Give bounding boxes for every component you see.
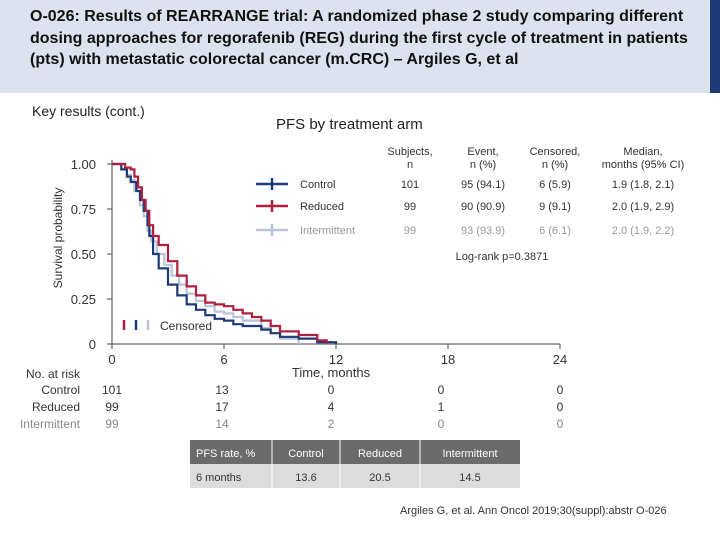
legend-cell: 101 <box>401 179 419 191</box>
pfs-table-row-bg <box>190 464 520 488</box>
risk-cell: 99 <box>105 400 119 414</box>
pfs-table-row-label: 6 months <box>196 472 242 484</box>
logrank-label: Log-rank p=0.3871 <box>456 251 549 263</box>
page-title: O-026: Results of REARRANGE trial: A ran… <box>30 8 688 68</box>
legend-cell: 6 (5.9) <box>539 179 571 191</box>
x-tick-label: 18 <box>441 352 455 367</box>
risk-cell: 101 <box>102 383 122 397</box>
pfs-table-cell: 13.6 <box>295 472 316 484</box>
pfs-table-header: Control <box>288 448 323 460</box>
legend-col-header: n (%) <box>542 159 568 171</box>
risk-cell: 0 <box>328 383 335 397</box>
x-tick-label: 12 <box>329 352 343 367</box>
x-tick-label: 24 <box>553 352 567 367</box>
pfs-table-cell: 14.5 <box>459 472 480 484</box>
risk-cell: 0 <box>438 417 445 431</box>
pfs-table-cell: 20.5 <box>369 472 390 484</box>
header-banner <box>0 0 720 93</box>
legend-col-header: Subjects, <box>387 146 432 158</box>
legend-cell: 90 (90.9) <box>461 201 505 213</box>
legend-col-header: Median, <box>623 146 662 158</box>
risk-cell: 17 <box>215 400 229 414</box>
risk-cell: 1 <box>438 400 445 414</box>
risk-cell: 14 <box>215 417 229 431</box>
y-tick-label: 1.00 <box>71 157 96 172</box>
section-subheading: Key results (cont.) <box>32 103 145 119</box>
risk-cell: 0 <box>438 383 445 397</box>
y-tick-label: 0.25 <box>71 292 96 307</box>
risk-cell: 2 <box>328 417 335 431</box>
censored-legend-label: Censored <box>160 319 212 333</box>
legend-cell: 9 (9.1) <box>539 201 571 213</box>
y-axis-label: Survival probability <box>51 188 65 289</box>
legend-col-header: n <box>407 159 413 171</box>
x-axis-label: Time, months <box>292 365 371 380</box>
legend-cell: 95 (94.1) <box>461 179 505 191</box>
x-tick-label: 0 <box>108 352 115 367</box>
risk-row-label: Intermittent <box>20 417 81 431</box>
risk-cell: 13 <box>215 383 229 397</box>
pfs-table-header: PFS rate, % <box>196 448 256 460</box>
risk-row-label: Reduced <box>32 400 80 414</box>
risk-cell: 0 <box>557 400 564 414</box>
risk-cell: 99 <box>105 417 119 431</box>
legend-cell: 2.0 (1.9, 2.2) <box>612 225 674 237</box>
legend-cell: 99 <box>404 225 416 237</box>
pfs-table-header: Reduced <box>358 448 402 460</box>
km-curve-control <box>112 162 338 344</box>
chart-title: PFS by treatment arm <box>276 116 423 133</box>
legend-cell: 93 (93.9) <box>461 225 505 237</box>
header-accent-bar <box>710 0 720 93</box>
risk-cell: 4 <box>328 400 335 414</box>
legend-cell: 99 <box>404 201 416 213</box>
legend-cell: 1.9 (1.8, 2.1) <box>612 179 674 191</box>
risk-cell: 0 <box>557 417 564 431</box>
legend-col-header: Censored, <box>530 146 581 158</box>
risk-cell: 0 <box>557 383 564 397</box>
pfs-table-header-bg <box>190 440 520 464</box>
legend-series-name: Intermittent <box>300 225 355 237</box>
legend-col-header: Event, <box>467 146 498 158</box>
source-citation: Argiles G, et al. Ann Oncol 2019;30(supp… <box>400 505 667 517</box>
y-tick-label: 0 <box>89 337 96 352</box>
legend-col-header: n (%) <box>470 159 496 171</box>
x-tick-label: 6 <box>220 352 227 367</box>
legend-cell: 6 (6.1) <box>539 225 571 237</box>
pfs-table-header: Intermittent <box>442 448 497 460</box>
km-curve-reduced <box>112 162 328 344</box>
legend-col-header: months (95% CI) <box>602 159 685 171</box>
risk-table-header: No. at risk <box>26 367 81 381</box>
legend-series-name: Control <box>300 179 335 191</box>
y-tick-label: 0.75 <box>71 202 96 217</box>
y-tick-label: 0.50 <box>71 247 96 262</box>
legend-cell: 2.0 (1.9, 2.9) <box>612 201 674 213</box>
legend-series-name: Reduced <box>300 201 344 213</box>
risk-row-label: Control <box>41 383 80 397</box>
